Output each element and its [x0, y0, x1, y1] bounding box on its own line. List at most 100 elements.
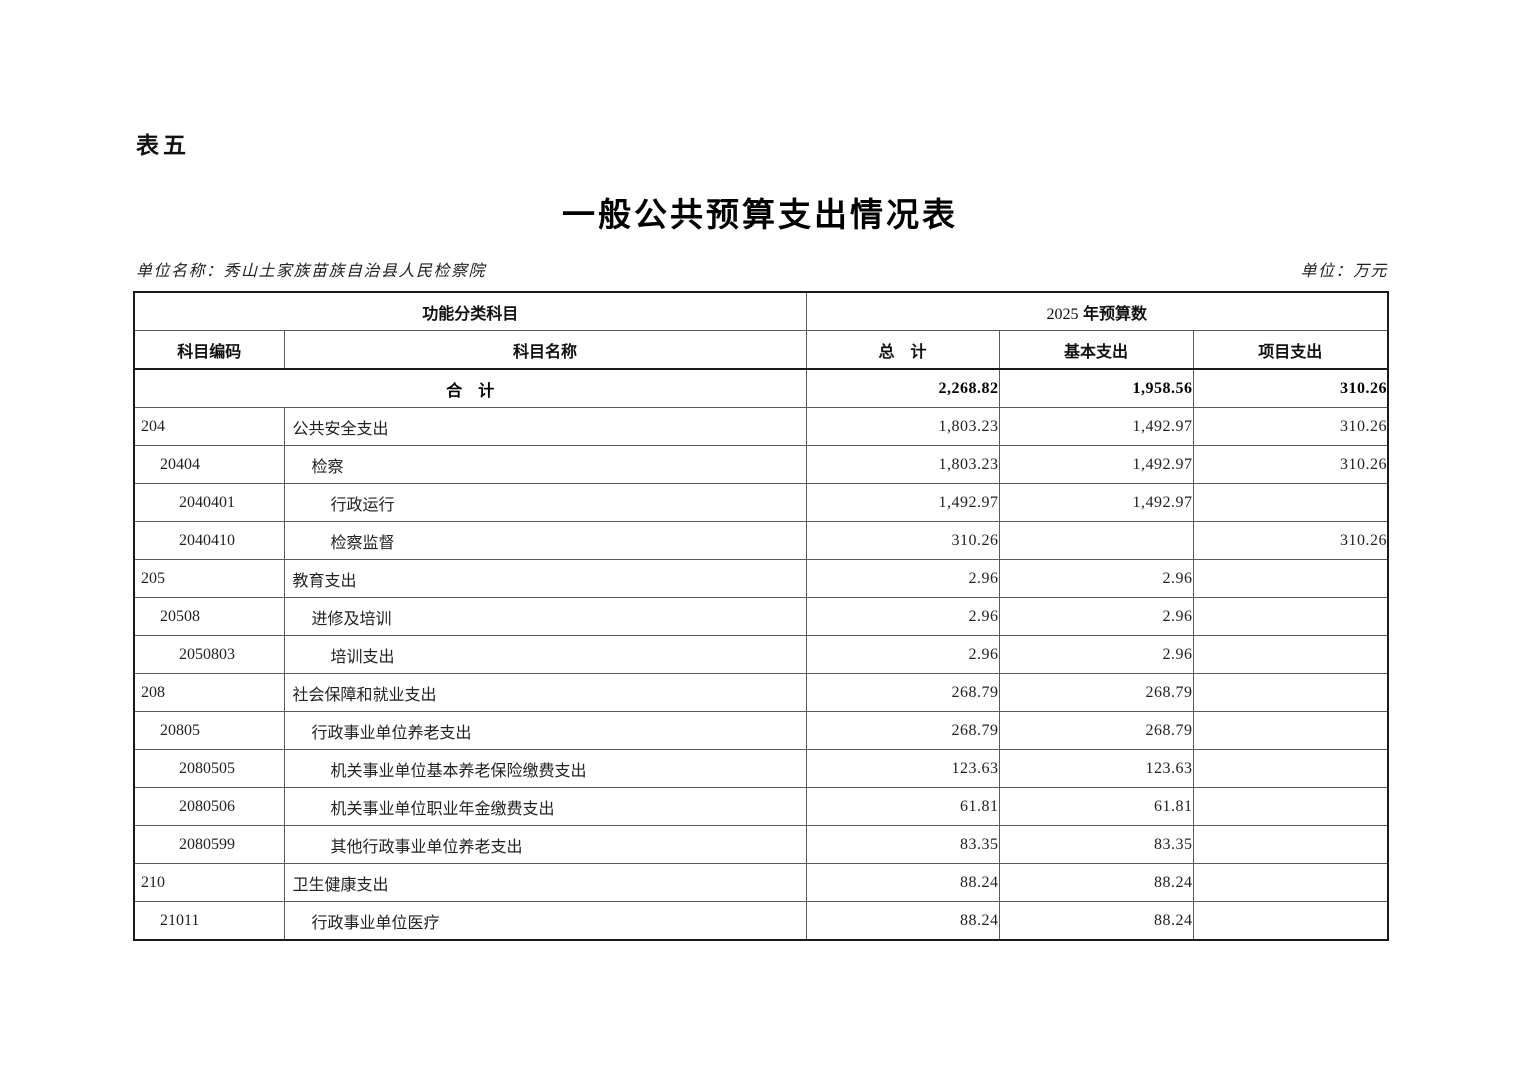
subject-name-cell: 进修及培训 [283, 597, 807, 636]
basic-expenditure-cell: 2.96 [998, 635, 1194, 674]
header-budget-year-suffix: 年预算数 [1078, 305, 1147, 323]
table-row: 21011 行政事业单位医疗 88.24 88.24 [133, 901, 1389, 941]
table-row: 2040401 行政运行 1,492.97 1,492.97 [133, 483, 1389, 522]
subject-code-cell: 2050803 [133, 635, 285, 674]
total-value-cell: 1,803.23 [805, 445, 1000, 484]
subject-code-cell: 2080506 [133, 787, 285, 826]
basic-expenditure-cell: 88.24 [998, 901, 1194, 941]
subject-code-cell: 205 [133, 559, 285, 598]
subject-name-cell: 检察监督 [283, 521, 807, 560]
table-row: 2050803 培训支出 2.96 2.96 [133, 635, 1389, 674]
basic-expenditure-cell: 268.79 [998, 673, 1194, 712]
total-value-cell: 2.96 [805, 635, 1000, 674]
total-value-cell: 2.96 [805, 597, 1000, 636]
total-value-cell: 88.24 [805, 901, 1000, 941]
grand-total-label: 合 计 [133, 368, 807, 408]
subject-name-cell: 检察 [283, 445, 807, 484]
project-expenditure-cell [1192, 863, 1389, 902]
table-row: 20404 检察 1,803.23 1,492.97 310.26 [133, 445, 1389, 484]
table-row: 208 社会保障和就业支出 268.79 268.79 [133, 673, 1389, 712]
basic-expenditure-cell: 2.96 [998, 597, 1194, 636]
project-expenditure-cell [1192, 559, 1389, 598]
header-columns-row: 科目编码 科目名称 总 计 基本支出 项目支出 [133, 330, 1389, 370]
grand-total-row: 合 计 2,268.82 1,958.56 310.26 [133, 368, 1389, 408]
total-value-cell: 310.26 [805, 521, 1000, 560]
subject-name-cell: 培训支出 [283, 635, 807, 674]
project-expenditure-cell [1192, 597, 1389, 636]
meta-line: 单位名称：秀山土家族苗族自治县人民检察院 单位：万元 [136, 257, 1388, 281]
header-group-row: 功能分类科目 2025 年预算数 [133, 291, 1389, 331]
project-expenditure-cell [1192, 749, 1389, 788]
project-expenditure-cell [1192, 711, 1389, 750]
unit-name-label: 单位名称：秀山土家族苗族自治县人民检察院 [136, 263, 487, 280]
table-row: 210 卫生健康支出 88.24 88.24 [133, 863, 1389, 902]
unit-of-measure-label: 单位：万元 [1300, 263, 1388, 280]
grand-total-total: 2,268.82 [805, 368, 1000, 408]
total-value-cell: 1,803.23 [805, 407, 1000, 446]
total-value-cell: 1,492.97 [805, 483, 1000, 522]
subject-name-cell: 教育支出 [283, 559, 807, 598]
budget-table: 功能分类科目 2025 年预算数 科目编码 科目名称 总 计 基本支出 项目支出… [133, 291, 1390, 941]
project-expenditure-cell [1192, 825, 1389, 864]
header-basic-expenditure: 基本支出 [998, 330, 1194, 370]
basic-expenditure-cell: 88.24 [998, 863, 1194, 902]
subject-code-cell: 20508 [133, 597, 285, 636]
basic-expenditure-cell: 268.79 [998, 711, 1194, 750]
subject-code-cell: 2080599 [133, 825, 285, 864]
subject-name-cell: 行政事业单位养老支出 [283, 711, 807, 750]
table-row: 2080506 机关事业单位职业年金缴费支出 61.81 61.81 [133, 787, 1389, 826]
table-number-label: 表五 [136, 132, 190, 158]
total-value-cell: 2.96 [805, 559, 1000, 598]
grand-total-basic: 1,958.56 [998, 368, 1194, 408]
project-expenditure-cell: 310.26 [1192, 445, 1389, 484]
subject-code-cell: 2080505 [133, 749, 285, 788]
basic-expenditure-cell: 1,492.97 [998, 445, 1194, 484]
total-value-cell: 268.79 [805, 673, 1000, 712]
header-project-expenditure: 项目支出 [1192, 330, 1389, 370]
table-row: 2080505 机关事业单位基本养老保险缴费支出 123.63 123.63 [133, 749, 1389, 788]
table-row: 20508 进修及培训 2.96 2.96 [133, 597, 1389, 636]
basic-expenditure-cell: 83.35 [998, 825, 1194, 864]
table-row: 204 公共安全支出 1,803.23 1,492.97 310.26 [133, 407, 1389, 446]
table-row: 20805 行政事业单位养老支出 268.79 268.79 [133, 711, 1389, 750]
subject-name-cell: 行政事业单位医疗 [283, 901, 807, 941]
header-budget-year-number: 2025 [1046, 305, 1079, 323]
subject-code-cell: 204 [133, 407, 285, 446]
table-row: 2080599 其他行政事业单位养老支出 83.35 83.35 [133, 825, 1389, 864]
project-expenditure-cell: 310.26 [1192, 521, 1389, 560]
subject-code-cell: 2040401 [133, 483, 285, 522]
subject-name-cell: 社会保障和就业支出 [283, 673, 807, 712]
subject-code-cell: 21011 [133, 901, 285, 941]
subject-name-cell: 行政运行 [283, 483, 807, 522]
total-value-cell: 123.63 [805, 749, 1000, 788]
project-expenditure-cell [1192, 635, 1389, 674]
table-row: 205 教育支出 2.96 2.96 [133, 559, 1389, 598]
total-value-cell: 61.81 [805, 787, 1000, 826]
subject-code-cell: 20404 [133, 445, 285, 484]
basic-expenditure-cell: 61.81 [998, 787, 1194, 826]
subject-code-cell: 208 [133, 673, 285, 712]
header-subject-name: 科目名称 [283, 330, 807, 370]
header-total: 总 计 [805, 330, 1000, 370]
subject-name-cell: 卫生健康支出 [283, 863, 807, 902]
total-value-cell: 83.35 [805, 825, 1000, 864]
page-title: 一般公共预算支出情况表 [562, 198, 958, 234]
basic-expenditure-cell: 2.96 [998, 559, 1194, 598]
subject-code-cell: 20805 [133, 711, 285, 750]
basic-expenditure-cell [998, 521, 1194, 560]
basic-expenditure-cell: 1,492.97 [998, 407, 1194, 446]
table-row: 2040410 检察监督 310.26 310.26 [133, 521, 1389, 560]
header-budget-year: 2025 年预算数 [805, 291, 1389, 331]
basic-expenditure-cell: 123.63 [998, 749, 1194, 788]
header-subject-code: 科目编码 [133, 330, 285, 370]
subject-name-cell: 其他行政事业单位养老支出 [283, 825, 807, 864]
subject-code-cell: 2040410 [133, 521, 285, 560]
table-body: 合 计 2,268.82 1,958.56 310.26 204 公共安全支出 1,… [133, 368, 1389, 941]
project-expenditure-cell [1192, 787, 1389, 826]
header-function-category: 功能分类科目 [133, 291, 807, 331]
subject-name-cell: 机关事业单位职业年金缴费支出 [283, 787, 807, 826]
grand-total-project: 310.26 [1192, 368, 1389, 408]
project-expenditure-cell [1192, 901, 1389, 941]
project-expenditure-cell: 310.26 [1192, 407, 1389, 446]
